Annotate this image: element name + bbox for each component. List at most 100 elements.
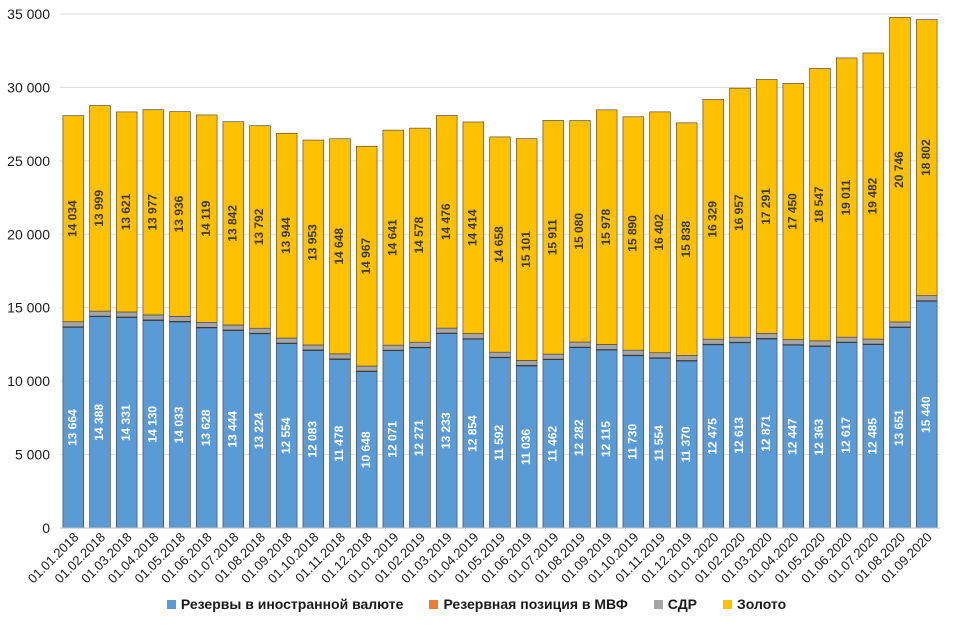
bar-segment [862, 52, 885, 340]
bar-segment [569, 341, 591, 348]
legend-label: СДР [667, 596, 698, 612]
data-label: 14 130 [146, 406, 160, 443]
bar-segment [649, 352, 671, 359]
bar-segment [595, 109, 618, 345]
bar-segment [542, 120, 565, 355]
data-label: 11 592 [492, 425, 506, 461]
legend-item: Резервы в иностранной валюте [166, 596, 404, 612]
bar-segment [222, 324, 245, 331]
y-tick-label: 20 000 [7, 226, 50, 242]
data-label: 14 414 [466, 209, 480, 246]
bar-segment [169, 111, 191, 317]
y-tick-label: 30 000 [7, 79, 50, 95]
data-label: 13 842 [226, 205, 240, 242]
data-label: 15 440 [919, 396, 933, 433]
data-label: 15 080 [572, 213, 586, 250]
data-label: 16 957 [732, 194, 746, 231]
bar-segment [195, 321, 218, 328]
data-label: 13 999 [92, 190, 106, 227]
legend-swatch [429, 599, 439, 609]
bar-segment [729, 87, 751, 338]
bar-segment [222, 121, 245, 326]
bar-segment [515, 138, 538, 361]
data-label: 15 911 [546, 219, 560, 255]
data-label: 16 329 [706, 201, 720, 238]
data-label: 13 233 [439, 412, 453, 449]
data-label: 12 083 [306, 421, 320, 458]
data-label: 17 291 [759, 188, 773, 225]
data-label: 14 331 [119, 404, 133, 441]
data-label: 12 071 [386, 421, 400, 458]
data-label: 13 977 [146, 194, 160, 231]
data-label: 11 554 [652, 425, 666, 461]
data-label: 11 462 [546, 425, 560, 461]
bar-segment [115, 111, 138, 313]
data-label: 13 944 [279, 217, 293, 254]
bar-segment [809, 340, 831, 347]
legend: Резервы в иностранной валюте Резервная по… [0, 596, 953, 612]
data-label: 12 854 [466, 415, 480, 452]
data-label: 11 370 [679, 426, 693, 462]
bar-segment [302, 344, 325, 351]
bar-segment [435, 327, 458, 334]
bar-segment [675, 355, 698, 361]
data-label: 12 617 [839, 417, 853, 454]
y-tick-label: 0 [42, 520, 50, 536]
data-label: 12 613 [732, 417, 746, 454]
data-label: 19 011 [839, 179, 853, 215]
y-tick-label: 5 000 [15, 447, 50, 463]
data-label: 12 271 [412, 419, 426, 456]
data-label: 13 953 [306, 224, 320, 261]
bar-segment [622, 116, 645, 351]
bar-segment [835, 336, 858, 343]
data-label: 14 648 [332, 228, 346, 265]
bar-segment [489, 136, 511, 353]
data-label: 12 871 [759, 415, 773, 452]
data-label: 13 792 [252, 208, 266, 245]
data-label: 15 890 [626, 215, 640, 252]
bar-segment [569, 120, 591, 343]
data-label: 12 282 [572, 419, 586, 456]
data-label: 12 447 [786, 418, 800, 455]
legend-swatch [653, 599, 663, 609]
bar-segment [409, 341, 431, 348]
bar-segment [489, 351, 511, 358]
data-label: 14 476 [439, 203, 453, 240]
bar-segment [835, 57, 858, 338]
bar-segment [62, 115, 85, 323]
data-label: 14 641 [386, 219, 400, 256]
bar-segment [329, 353, 351, 360]
bar-segment [89, 105, 111, 312]
y-tick-label: 10 000 [7, 373, 50, 389]
data-label: 11 478 [332, 425, 346, 461]
data-label: 14 033 [172, 406, 186, 443]
bar-segment [169, 316, 191, 322]
legend-item: Резервная позиция в МВФ [429, 596, 628, 612]
data-label: 13 664 [66, 409, 80, 446]
legend-swatch [166, 599, 176, 609]
bar-segment [675, 122, 698, 356]
data-label: 13 621 [119, 193, 133, 230]
bar-segment [782, 339, 805, 345]
bar-segment [862, 338, 885, 345]
bar-segment [462, 121, 485, 334]
bar-segment [355, 365, 378, 372]
data-label: 15 978 [599, 209, 613, 246]
bar-segment [702, 99, 725, 340]
bar-segment [275, 132, 298, 339]
bar-segment [755, 79, 778, 334]
bar-segment [915, 19, 938, 296]
data-label: 14 119 [199, 200, 213, 236]
data-label: 13 936 [172, 195, 186, 232]
bar-segment [729, 336, 751, 343]
legend-label: Золото [737, 596, 787, 612]
bar-segment [889, 16, 911, 323]
data-label: 18 547 [812, 186, 826, 223]
bar-segment [382, 129, 405, 346]
bar-segment [89, 310, 111, 317]
bar-segment [702, 338, 725, 345]
bar-segment [462, 333, 485, 339]
bar-segment [515, 360, 538, 366]
bar-segment [782, 83, 805, 340]
legend-label: Резервы в иностранной валюте [180, 596, 404, 612]
